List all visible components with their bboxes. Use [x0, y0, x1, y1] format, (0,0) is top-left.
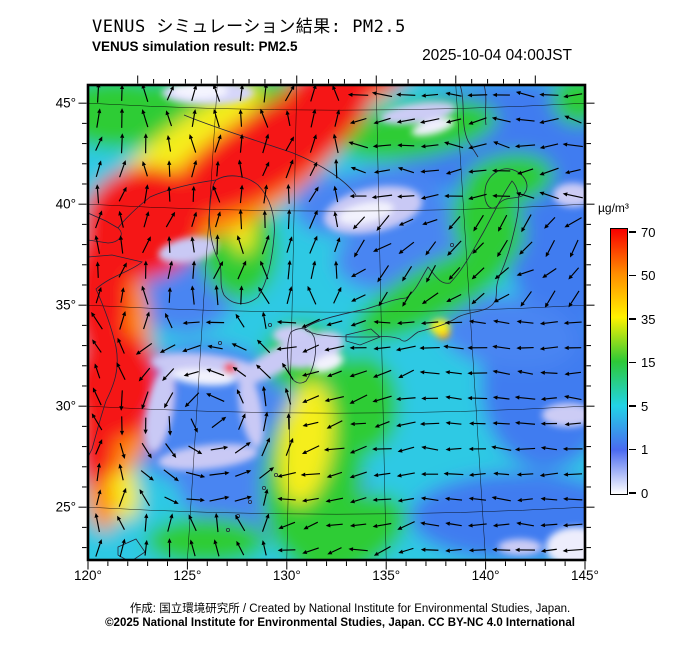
colorbar-tick-label: 15	[641, 355, 656, 370]
map-frame	[78, 75, 595, 570]
colorbar-tick	[629, 361, 636, 364]
page-title-japanese: VENUS シミュレーション結果: PM2.5	[92, 17, 406, 37]
colorbar-tick-label: 1	[641, 442, 649, 457]
axis-labels: 120° 125° 130° 135° 140° 145° 45° 40° 35° 30° 25°	[56, 96, 599, 583]
colorbar-tick	[629, 318, 636, 320]
x-axis-label: 145°	[571, 568, 599, 583]
y-axis-label: 30°	[56, 399, 76, 414]
x-axis-label: 140°	[472, 568, 500, 583]
colorbar-tick	[629, 274, 636, 277]
colorbar: 70 50 35 15 5 1 0	[610, 224, 690, 501]
colorbar-gradient	[610, 228, 628, 495]
colorbar-tick-label: 70	[641, 224, 656, 240]
x-axis-label: 120°	[74, 568, 102, 583]
map-clip-layer	[88, 85, 585, 560]
page-subtitle-english: VENUS simulation result: PM2.5	[92, 39, 298, 54]
y-axis-label: 25°	[56, 500, 76, 515]
colorbar-tick-label: 0	[641, 485, 649, 501]
credit-line: 作成: 国立環境研究所 / Created by National Instit…	[129, 603, 571, 615]
x-axis-label: 135°	[372, 568, 400, 583]
colorbar-tick	[629, 492, 636, 494]
colorbar-tick	[629, 231, 636, 233]
colorbar-tick-label: 5	[641, 398, 649, 414]
copyright-line: ©2025 National Institute for Environment…	[105, 617, 575, 629]
pm25-concentration-map: 120° 125° 130° 135° 140° 145° 45° 40° 35° 30° 25°	[56, 75, 599, 583]
colorbar-tick-label: 50	[641, 268, 656, 283]
x-axis-label: 130°	[273, 568, 301, 583]
colorbar-tick-label: 35	[641, 311, 656, 327]
colorbar-unit-label: µg/m³	[598, 201, 629, 215]
forecast-timestamp: 2025-10-04 04:00JST	[422, 47, 572, 64]
y-axis-label: 45°	[56, 96, 76, 111]
colorbar-tick	[629, 448, 636, 451]
y-axis-label: 40°	[56, 197, 76, 212]
y-axis-label: 35°	[56, 298, 76, 313]
pm25-map-container: 120° 125° 130° 135° 140° 145° 45° 40° 35° 30° 25°	[50, 70, 630, 585]
x-axis-label: 125°	[173, 568, 201, 583]
wind-arrows-layer	[91, 85, 583, 558]
colorbar-tick	[629, 405, 636, 407]
